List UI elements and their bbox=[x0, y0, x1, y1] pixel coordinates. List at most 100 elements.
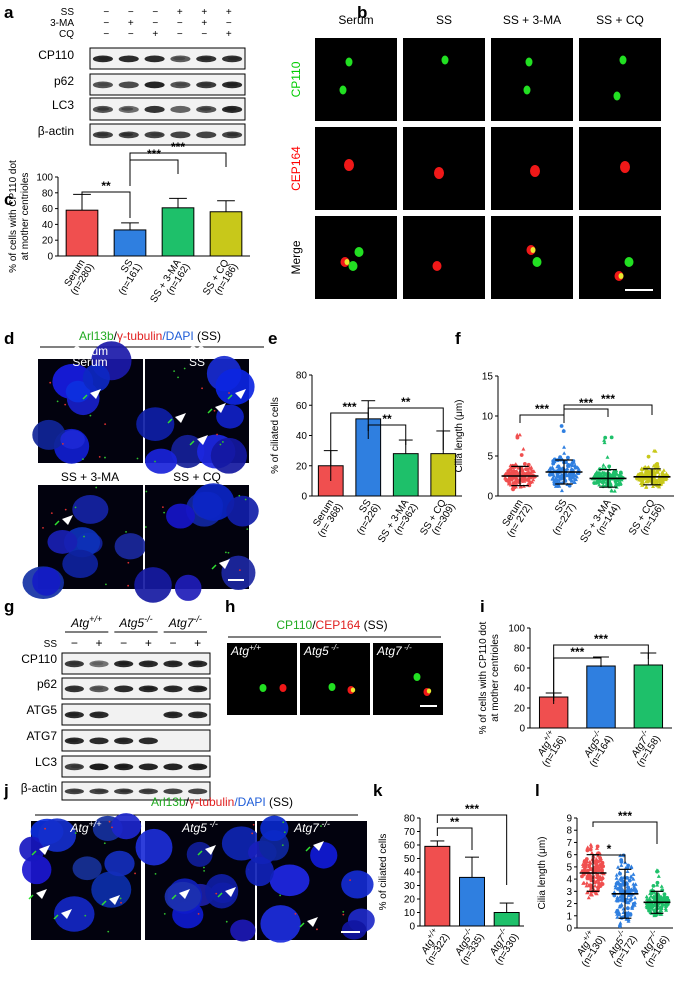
bar bbox=[586, 665, 616, 729]
blot-band bbox=[222, 55, 243, 63]
micrograph-tile bbox=[579, 38, 661, 121]
cilium bbox=[211, 564, 217, 570]
stain-header-part: Arl13b bbox=[79, 329, 114, 343]
stain-header-part: γ-tubulin bbox=[117, 329, 162, 343]
data-point bbox=[588, 892, 593, 896]
blot-2 bbox=[89, 97, 246, 121]
blot-label: β-actin bbox=[38, 124, 74, 138]
data-point bbox=[557, 484, 562, 488]
data-point bbox=[589, 844, 594, 848]
centriole-dot bbox=[350, 687, 356, 693]
speck bbox=[82, 458, 84, 461]
tile-caption: SS + 3-MA bbox=[61, 470, 119, 484]
data-point bbox=[593, 883, 598, 888]
row-label: CEP164 bbox=[289, 146, 303, 191]
data-point bbox=[619, 878, 624, 882]
blot-band-core bbox=[91, 661, 104, 666]
centriole-dot bbox=[413, 673, 421, 681]
blot-label: LC3 bbox=[52, 98, 74, 112]
tile-label: SS + 3-MA bbox=[61, 470, 119, 484]
tile-ss: SS bbox=[136, 344, 255, 474]
blot-label: p62 bbox=[54, 74, 74, 88]
data-point bbox=[514, 481, 519, 485]
y-tick-label: 40 bbox=[514, 684, 526, 695]
nucleus bbox=[72, 856, 102, 881]
micrograph-tile bbox=[491, 38, 573, 121]
blot-band bbox=[222, 105, 243, 113]
significance-label: *** bbox=[594, 632, 608, 646]
data-point bbox=[603, 472, 608, 477]
data-point bbox=[656, 874, 661, 878]
data-point bbox=[599, 877, 604, 882]
data-point bbox=[618, 470, 623, 474]
data-point bbox=[643, 464, 648, 469]
y-tick-label: 0 bbox=[301, 492, 307, 503]
data-point bbox=[640, 467, 644, 472]
significance-label: ** bbox=[101, 179, 111, 193]
data-point bbox=[631, 882, 636, 886]
y-tick-label: 40 bbox=[296, 431, 308, 442]
genotype-base: Atg5 bbox=[181, 821, 207, 835]
blot-3 bbox=[89, 123, 246, 146]
data-point bbox=[648, 898, 653, 902]
speck bbox=[154, 872, 157, 875]
nucleus bbox=[111, 813, 142, 840]
arrowhead-icon bbox=[205, 845, 216, 855]
nucleus bbox=[230, 919, 256, 942]
data-point bbox=[587, 859, 592, 864]
y-tick-label: 7 bbox=[566, 838, 572, 849]
column-label: SS + CQ bbox=[596, 13, 644, 27]
bar bbox=[113, 229, 147, 257]
blot-frame bbox=[89, 73, 246, 96]
cilium bbox=[189, 440, 195, 446]
y-axis-label: Cilia length (μm) bbox=[537, 836, 548, 909]
y-tick-label: 9 bbox=[566, 814, 572, 825]
micrograph-tile bbox=[403, 216, 485, 299]
cilium bbox=[167, 418, 173, 424]
arrowhead-icon bbox=[109, 895, 120, 905]
blot-0 bbox=[89, 47, 246, 70]
significance-bracket bbox=[367, 407, 444, 450]
data-point bbox=[601, 463, 606, 467]
data-point bbox=[595, 864, 600, 869]
centriole-dot bbox=[279, 684, 287, 692]
data-point bbox=[574, 474, 579, 479]
blot-band bbox=[92, 131, 113, 139]
blot-band-core bbox=[165, 686, 178, 691]
data-point bbox=[581, 868, 586, 872]
data-point bbox=[506, 469, 511, 474]
nucleus bbox=[260, 815, 289, 842]
blot-band bbox=[138, 763, 158, 771]
genotype-superscript: -/- bbox=[647, 928, 659, 939]
condition-sign: − bbox=[128, 29, 134, 40]
data-point bbox=[612, 890, 617, 894]
data-point bbox=[597, 482, 602, 487]
y-tick-label: 3 bbox=[566, 887, 572, 898]
speck bbox=[349, 879, 351, 882]
blot-band bbox=[163, 788, 183, 795]
data-point bbox=[520, 475, 525, 480]
data-point bbox=[654, 868, 659, 872]
speck bbox=[201, 387, 203, 390]
genotype-superscript: +/+ bbox=[89, 614, 102, 624]
genotype-superscript: -/- bbox=[319, 819, 330, 829]
blot-g-1 bbox=[61, 677, 211, 700]
nucleus bbox=[72, 495, 109, 524]
y-tick-label: 20 bbox=[296, 461, 308, 472]
data-point bbox=[626, 893, 631, 898]
blot-label: p62 bbox=[37, 677, 57, 691]
data-point bbox=[559, 424, 564, 428]
data-point bbox=[583, 862, 588, 867]
arrowhead-icon bbox=[197, 435, 208, 445]
nucleus bbox=[269, 864, 310, 897]
blot-band bbox=[92, 81, 113, 89]
nucleus bbox=[60, 430, 85, 449]
significance-label: * bbox=[607, 842, 612, 856]
blot-frame bbox=[89, 123, 246, 146]
cep164-dot bbox=[344, 159, 354, 171]
data-point bbox=[531, 477, 536, 482]
data-point bbox=[594, 469, 599, 474]
nucleus bbox=[216, 404, 244, 429]
speck bbox=[216, 433, 218, 436]
genotype-base: Atg bbox=[69, 821, 88, 835]
